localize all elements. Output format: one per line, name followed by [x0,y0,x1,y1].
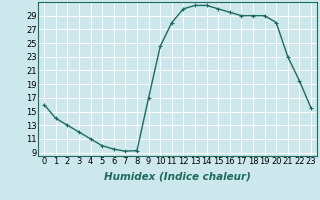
X-axis label: Humidex (Indice chaleur): Humidex (Indice chaleur) [104,172,251,182]
